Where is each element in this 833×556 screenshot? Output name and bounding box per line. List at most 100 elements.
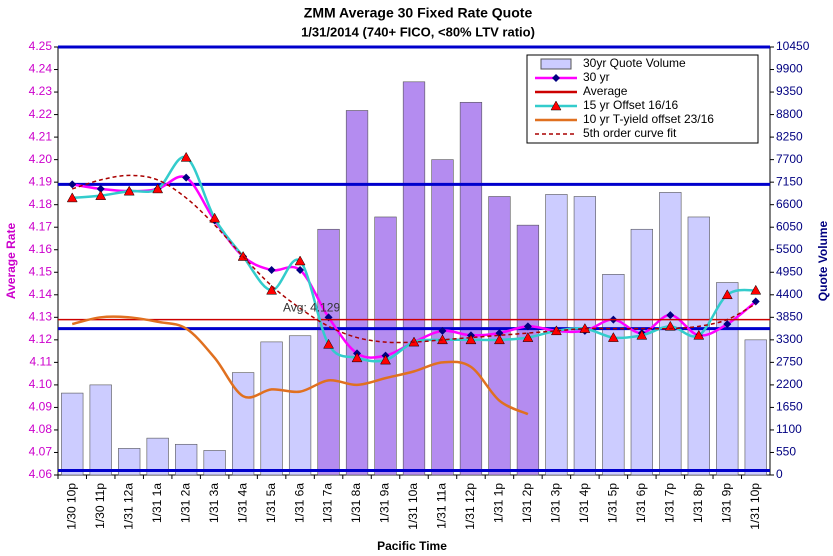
y-tick-label: 4.12: [29, 332, 53, 346]
bar: [288, 335, 312, 476]
y-tick-label: 4.09: [29, 400, 53, 414]
bar: [89, 384, 112, 476]
marker: [294, 255, 306, 266]
y2-tick-label: 1650: [776, 400, 803, 414]
bar: [716, 282, 739, 476]
bar: [317, 228, 340, 476]
marker: [95, 190, 107, 200]
bar: [431, 159, 454, 476]
marker: [266, 284, 278, 295]
x-tick-label: 1/31 2p: [520, 483, 534, 523]
y2-tick-label: 4400: [776, 287, 803, 301]
x-tick-label: 1/31 2a: [178, 483, 192, 523]
bar: [146, 437, 169, 476]
marker: [693, 329, 705, 340]
y-tick-label: 4.19: [29, 174, 53, 188]
y2-tick-label: 3850: [776, 309, 803, 323]
x-tick-label: 1/31 8p: [691, 483, 705, 523]
marker: [123, 185, 135, 196]
legend-label: 10 yr T-yield offset 23/16: [583, 112, 714, 126]
marker: [68, 180, 77, 189]
marker: [751, 297, 760, 306]
marker: [438, 326, 447, 335]
marker: [721, 289, 733, 300]
y-tick-label: 4.15: [29, 264, 53, 278]
y2-tick-label: 9900: [776, 62, 803, 76]
bar: [573, 196, 597, 476]
y-axis-label: Average Rate: [4, 223, 18, 300]
x-tick-label: 1/31 11a: [435, 483, 449, 529]
y-tick-label: 4.13: [29, 309, 53, 323]
marker: [323, 338, 334, 349]
legend-label: 30yr Quote Volume: [583, 56, 686, 70]
x-tick-label: 1/30 10p: [64, 483, 78, 530]
bar: [659, 192, 682, 476]
bar: [687, 216, 710, 476]
bar: [516, 224, 540, 476]
y-tick-label: 4.10: [29, 377, 53, 391]
marker: [296, 266, 305, 275]
y-tick-label: 4.24: [29, 62, 53, 76]
marker: [494, 334, 505, 345]
x-tick-label: 1/31 10p: [748, 483, 762, 530]
bar: [602, 274, 625, 476]
marker: [96, 184, 105, 193]
x-tick-label: 1/30 11p: [93, 483, 107, 529]
y2-tick-label: 5500: [776, 242, 803, 256]
x-tick-label: 1/31 4p: [577, 483, 591, 523]
x-tick-label: 1/31 10a: [406, 483, 420, 530]
y2-tick-label: 0: [776, 467, 783, 481]
legend-label: 5th order curve fit: [583, 126, 677, 140]
y2-tick-label: 4950: [776, 264, 803, 278]
legend-box: [526, 54, 759, 144]
x-tick-label: 1/31 6p: [634, 483, 648, 523]
legend-swatch: [540, 58, 572, 70]
legend-label: Average: [583, 84, 628, 98]
x-tick-label: 1/31 3p: [549, 483, 563, 523]
marker: [182, 173, 191, 182]
bar: [345, 110, 369, 476]
y-tick-label: 4.16: [29, 242, 53, 256]
x-tick-label: 1/31 9a: [378, 483, 392, 523]
series-line: [72, 174, 757, 344]
chart-title: ZMM Average 30 Fixed Rate Quote: [304, 5, 533, 21]
x-tick-label: 1/31 6a: [292, 483, 306, 523]
bar: [374, 216, 397, 476]
y2-tick-label: 550: [776, 445, 796, 459]
x-tick-label: 1/31 9p: [719, 483, 733, 523]
bar: [744, 339, 767, 476]
bar: [402, 81, 426, 476]
y2-axis-label: Quote Volume: [816, 220, 830, 301]
y2-tick-label: 9350: [776, 84, 803, 98]
y-tick-label: 4.25: [29, 39, 53, 53]
x-tick-label: 1/31 12p: [463, 483, 477, 530]
y2-tick-label: 6600: [776, 197, 803, 211]
marker: [209, 212, 221, 223]
x-tick-label: 1/31 8a: [349, 483, 363, 523]
y-tick-label: 4.18: [29, 197, 53, 211]
x-tick-label: 1/31 3a: [207, 483, 221, 523]
x-tick-label: 1/31 1p: [492, 483, 506, 523]
bar: [118, 448, 141, 476]
marker: [523, 322, 532, 331]
series-line: [71, 315, 529, 416]
y-tick-label: 4.23: [29, 84, 53, 98]
x-tick-label: 1/31 4a: [235, 483, 249, 523]
bar: [175, 443, 198, 476]
marker: [636, 329, 648, 340]
marker: [66, 192, 78, 203]
x-tick-label: 1/31 5a: [264, 483, 278, 523]
bar: [260, 341, 283, 476]
bar: [203, 450, 226, 476]
legend-label: 15 yr Offset 16/16: [583, 98, 678, 112]
bar: [459, 101, 483, 476]
x-tick-label: 1/31 5p: [606, 483, 620, 523]
marker: [750, 284, 762, 295]
y2-tick-label: 6050: [776, 219, 803, 233]
marker: [267, 266, 276, 275]
y-tick-label: 4.08: [29, 422, 53, 436]
y-tick-label: 4.17: [29, 219, 53, 233]
y-tick-label: 4.21: [29, 129, 53, 143]
y-tick-label: 4.20: [29, 152, 53, 166]
